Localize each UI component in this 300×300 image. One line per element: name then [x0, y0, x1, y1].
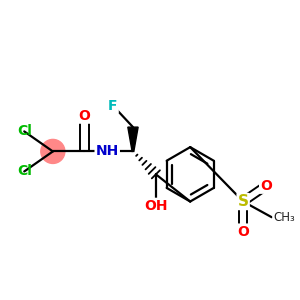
Polygon shape [128, 127, 138, 152]
Text: NH: NH [96, 144, 119, 158]
Text: CH₃: CH₃ [273, 211, 295, 224]
Circle shape [41, 140, 65, 164]
Text: F: F [108, 99, 118, 112]
Text: Cl: Cl [17, 164, 32, 178]
Text: O: O [78, 109, 90, 123]
Text: OH: OH [144, 199, 168, 213]
Text: O: O [260, 179, 272, 193]
Text: S: S [238, 194, 249, 209]
Text: O: O [237, 225, 249, 238]
Text: Cl: Cl [17, 124, 32, 138]
